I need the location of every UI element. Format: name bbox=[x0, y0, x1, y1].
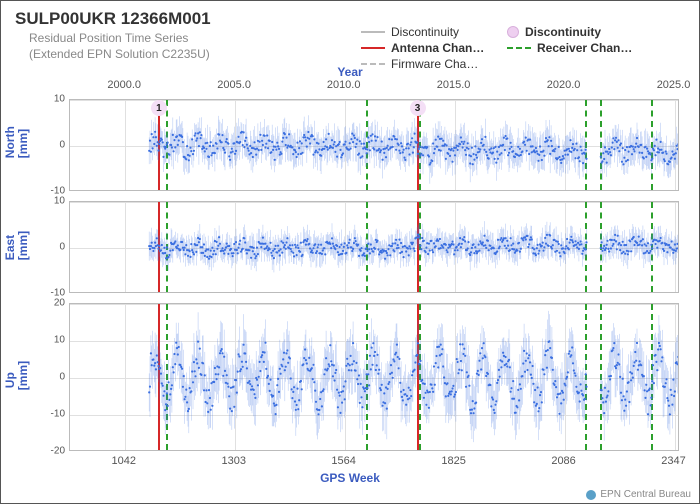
y-axis-label-east: East[mm] bbox=[4, 240, 30, 260]
top-axis-label: Year bbox=[1, 65, 699, 79]
year-tick: 2015.0 bbox=[437, 79, 471, 91]
week-tick: 1564 bbox=[331, 455, 355, 467]
y-axis-label-north: North[mm] bbox=[4, 138, 30, 158]
legend-discont-dot: Discontinuity bbox=[525, 25, 601, 39]
series-north bbox=[70, 100, 679, 191]
y-tick: -20 bbox=[39, 446, 65, 457]
legend-antenna: Antenna Chan… bbox=[391, 41, 484, 55]
y-tick: 0 bbox=[39, 140, 65, 151]
subtitle-line1: Residual Position Time Series bbox=[29, 31, 188, 45]
bottom-ticks: 104213031564182520862347 bbox=[69, 455, 679, 475]
y-tick: 10 bbox=[39, 335, 65, 346]
series-east bbox=[70, 202, 679, 293]
y-tick: 20 bbox=[39, 298, 65, 309]
disc-dot-icon bbox=[507, 26, 519, 38]
credit-text: EPN Central Bureau bbox=[600, 489, 691, 500]
year-tick: 2000.0 bbox=[107, 79, 141, 91]
y-tick: 10 bbox=[39, 196, 65, 207]
week-tick: 1042 bbox=[112, 455, 136, 467]
y-tick: 10 bbox=[39, 94, 65, 105]
credit-icon bbox=[586, 490, 596, 500]
panel-up bbox=[69, 303, 679, 451]
panel-north: 13 bbox=[69, 99, 679, 191]
plot-subtitle: Residual Position Time Series (Extended … bbox=[29, 31, 210, 62]
credit: EPN Central Bureau bbox=[586, 489, 691, 500]
week-tick: 1825 bbox=[441, 455, 465, 467]
legend-receiver: Receiver Chan… bbox=[537, 41, 632, 55]
year-tick: 2025.0 bbox=[657, 79, 691, 91]
week-tick: 2086 bbox=[551, 455, 575, 467]
series-up bbox=[70, 304, 679, 451]
year-tick: 2005.0 bbox=[217, 79, 251, 91]
y-tick: 0 bbox=[39, 372, 65, 383]
plot-title: SULP00UKR 12366M001 bbox=[15, 9, 211, 29]
week-tick: 1303 bbox=[221, 455, 245, 467]
subtitle-line2: (Extended EPN Solution C2235U) bbox=[29, 47, 210, 61]
figure-frame: SULP00UKR 12366M001 Residual Position Ti… bbox=[0, 0, 700, 504]
legend-discont-line: Discontinuity bbox=[391, 25, 459, 39]
y-axis-label-up: Up[mm] bbox=[4, 370, 30, 390]
top-ticks: 2000.02005.02010.02015.02020.02025.0 bbox=[69, 79, 679, 99]
panel-east bbox=[69, 201, 679, 293]
year-tick: 2010.0 bbox=[327, 79, 361, 91]
year-tick: 2020.0 bbox=[547, 79, 581, 91]
y-tick: -10 bbox=[39, 409, 65, 420]
y-tick: 0 bbox=[39, 242, 65, 253]
week-tick: 2347 bbox=[661, 455, 685, 467]
